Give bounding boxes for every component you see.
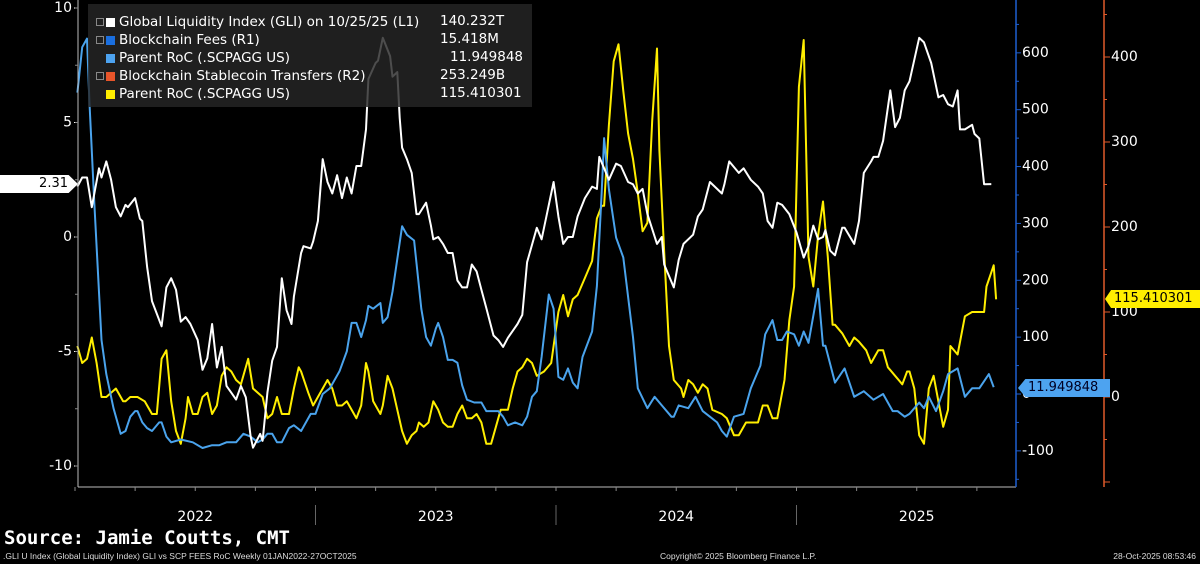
legend-value: 140.232T xyxy=(440,13,505,29)
r1-axis-tick-label: -100 xyxy=(1022,443,1054,459)
footer-timestamp: 28-Oct-2025 08:53:46 xyxy=(1113,551,1196,561)
r1-axis-tick-label: 400 xyxy=(1022,159,1049,175)
r2-axis-tick-label: 300 xyxy=(1111,134,1138,150)
legend: Global Liquidity Index (GLI) on 10/25/25… xyxy=(88,4,532,107)
r1-axis-tick-label: 500 xyxy=(1022,102,1049,118)
x-axis-tick-label: 2024 xyxy=(658,509,694,525)
gli-last-value-tag: 2.31 xyxy=(0,175,78,193)
legend-value: 11.949848 xyxy=(450,49,524,65)
legend-item-fees-roc[interactable]: Parent RoC (.SCPAGG US) xyxy=(96,49,290,67)
r1-axis-tick-label: 600 xyxy=(1022,45,1049,61)
r2-axis-tick-label: 400 xyxy=(1111,49,1138,65)
series-line-gli xyxy=(76,36,992,449)
r2-axis-tick-label: 100 xyxy=(1111,304,1138,320)
legend-label: Parent RoC (.SCPAGG US) xyxy=(119,86,291,102)
left-axis-tick-label: 0 xyxy=(63,229,72,245)
left-axis-tick-label: 5 xyxy=(63,115,72,131)
r1-axis-tick-label: 100 xyxy=(1022,329,1049,345)
footer-description: .GLI U Index (Global Liquidity Index) GL… xyxy=(3,551,357,561)
legend-label: Blockchain Fees (R1) xyxy=(119,32,260,48)
left-axis-tick-label: 10 xyxy=(54,0,72,16)
collapse-icon[interactable] xyxy=(96,36,104,44)
legend-item-stablecoin[interactable]: Blockchain Stablecoin Transfers (R2) xyxy=(96,67,366,85)
legend-swatch xyxy=(106,89,115,99)
legend-swatch xyxy=(106,17,115,27)
r2-axis-tick-label: 200 xyxy=(1111,219,1138,235)
legend-value: 115.410301 xyxy=(440,85,522,101)
r1-axis-tick-label: 200 xyxy=(1022,272,1049,288)
fees-roc-last-value-tag: 11.949848 xyxy=(1018,379,1110,397)
collapse-icon[interactable] xyxy=(96,18,104,26)
legend-value: 253.249B xyxy=(440,67,506,83)
ticks-layer: 10 5 0 -5 -10 600 500 400 300 200 100 0 -100 400 300 20… xyxy=(49,0,1138,525)
series-line-fees-roc xyxy=(76,37,995,449)
legend-label: Blockchain Stablecoin Transfers (R2) xyxy=(119,68,366,84)
collapse-icon[interactable] xyxy=(96,72,104,80)
legend-item-stablecoin-roc[interactable]: Parent RoC (.SCPAGG US) xyxy=(96,85,290,103)
r1-axis-tick-label: 300 xyxy=(1022,215,1049,231)
series-layer xyxy=(76,36,998,449)
footer-copyright: Copyright© 2025 Bloomberg Finance L.P. xyxy=(660,551,817,561)
stablecoin-roc-last-value-tag: 115.410301 xyxy=(1105,290,1200,308)
legend-label: Parent RoC (.SCPAGG US) xyxy=(119,50,291,66)
x-axis-tick-label: 2023 xyxy=(418,509,454,525)
x-axis-tick-label: 2022 xyxy=(177,509,213,525)
legend-swatch xyxy=(106,71,115,81)
legend-value: 15.418M xyxy=(440,31,499,47)
r2-axis-tick-label: 0 xyxy=(1111,389,1120,405)
x-axis-tick-label: 2025 xyxy=(899,509,935,525)
left-axis-tick-label: -5 xyxy=(58,344,72,360)
legend-label: Global Liquidity Index (GLI) on 10/25/25… xyxy=(119,14,420,30)
legend-swatch xyxy=(106,35,115,45)
legend-swatch xyxy=(106,53,115,63)
series-line-stablecoin-roc xyxy=(76,39,998,445)
legend-item-fees[interactable]: Blockchain Fees (R1) xyxy=(96,31,260,49)
left-axis-tick-label: -10 xyxy=(49,458,72,474)
legend-item-gli[interactable]: Global Liquidity Index (GLI) on 10/25/25… xyxy=(96,13,419,31)
source-label: Source: Jamie Coutts, CMT xyxy=(4,527,290,549)
